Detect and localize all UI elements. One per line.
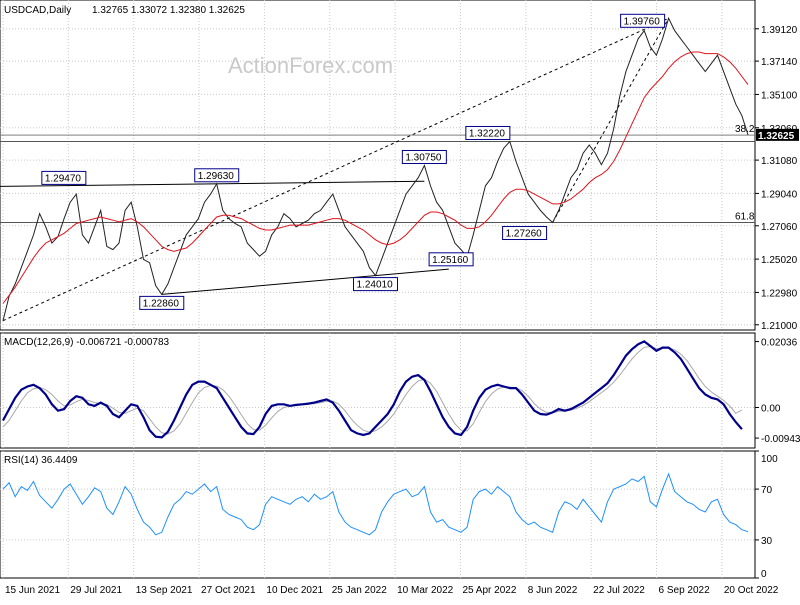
- macd-main-line: [2, 340, 743, 439]
- price-level-label: 1.30750: [405, 152, 442, 163]
- price-level-box: 1.29470: [41, 170, 87, 185]
- time-tick-label: 6 Sep 2022: [659, 585, 711, 596]
- watermark: ActionForex.com: [228, 53, 393, 78]
- price-tick-label: 1.37140: [761, 57, 798, 68]
- grid-layer: [0, 0, 759, 579]
- price-tick-label: 1.29040: [761, 189, 798, 200]
- price-tick-label: 1.21000: [761, 321, 798, 332]
- rsi-label: RSI(14) 36.4409: [4, 455, 78, 466]
- price-level-box: 1.30750: [401, 149, 447, 164]
- price-level-box: 1.29630: [194, 168, 240, 183]
- price-tick-label: 1.25020: [761, 255, 798, 266]
- time-tick-label: 27 Oct 2021: [201, 585, 256, 596]
- series-layer: [2, 16, 749, 536]
- macd-tick-label: 0.02036: [761, 338, 798, 349]
- price-tick-label: 1.35100: [761, 90, 798, 101]
- trend-line: [0, 180, 425, 187]
- rsi-pane: [0, 450, 756, 579]
- time-tick-label: 25 Apr 2022: [462, 585, 516, 596]
- price-tick-label: 1.31080: [761, 156, 798, 167]
- price-tick-label: 1.22980: [761, 288, 798, 299]
- price-level-box: 1.39760: [620, 13, 666, 28]
- price-level-box: 1.32220: [465, 125, 511, 140]
- price-level-label: 1.39760: [624, 16, 661, 27]
- price-level-label: 1.27260: [506, 229, 543, 240]
- time-tick-label: 10 Mar 2022: [397, 585, 454, 596]
- time-tick-label: 15 Jun 2021: [5, 585, 60, 596]
- chart-symbol: USDCAD,Daily: [4, 5, 71, 16]
- price-level-label: 1.32220: [469, 128, 506, 139]
- price-level-label: 1.29470: [45, 173, 82, 184]
- time-tick-label: 13 Sep 2021: [136, 585, 193, 596]
- time-tick-label: 20 Oct 2022: [724, 585, 779, 596]
- price-level-box: 1.24010: [353, 277, 398, 292]
- current-price-tag: 1.32625: [756, 128, 799, 142]
- rsi-tick-label: 30: [761, 536, 773, 547]
- rsi-tick-label: 70: [761, 485, 773, 496]
- macd-tick-label: 0.00: [761, 404, 781, 415]
- time-tick-label: 25 Jan 2022: [332, 585, 387, 596]
- rsi-tick-label: 0: [761, 569, 767, 580]
- macd-tick-label: -0.009438: [761, 434, 800, 445]
- macd-label: MACD(12,26,9) -0.006721 -0.000783: [4, 337, 170, 348]
- fib-level-label: 61.8: [735, 212, 755, 223]
- time-tick-label: 22 Jul 2022: [593, 585, 645, 596]
- price-level-box: 1.22860: [139, 295, 185, 310]
- chart-ohlc: 1.32765 1.33072 1.32380 1.32625: [92, 5, 245, 16]
- macd-pane: [0, 332, 756, 449]
- rsi-tick-label: 100: [761, 454, 778, 465]
- time-tick-label: 10 Dec 2021: [266, 585, 323, 596]
- price-level-label: 1.29630: [198, 171, 235, 182]
- trend-line: [2, 17, 669, 322]
- fib-level-label: 38.2: [735, 124, 755, 135]
- price-level-box: 1.27260: [502, 226, 548, 241]
- time-tick-label: 29 Jul 2021: [70, 585, 122, 596]
- price-level-label: 1.22860: [143, 298, 180, 309]
- price-level-box: 1.25160: [428, 252, 474, 267]
- time-tick-label: 8 Jun 2022: [528, 585, 578, 596]
- price-level-label: 1.24010: [357, 280, 394, 291]
- price-series-line: [2, 16, 749, 321]
- price-level-label: 1.25160: [432, 255, 469, 266]
- price-tick-label: 1.27060: [761, 222, 798, 233]
- moving-average-line: [2, 51, 749, 304]
- price-tick-label: 1.39120: [761, 25, 798, 36]
- current-price-label: 1.32625: [758, 131, 795, 142]
- rsi-line: [2, 472, 749, 536]
- trend-line: [161, 268, 449, 295]
- annotation-layer: [0, 17, 755, 322]
- label-layer: 1.21000 1.22980 1.25020 1.27060 1.29040 1.310…: [5, 13, 800, 596]
